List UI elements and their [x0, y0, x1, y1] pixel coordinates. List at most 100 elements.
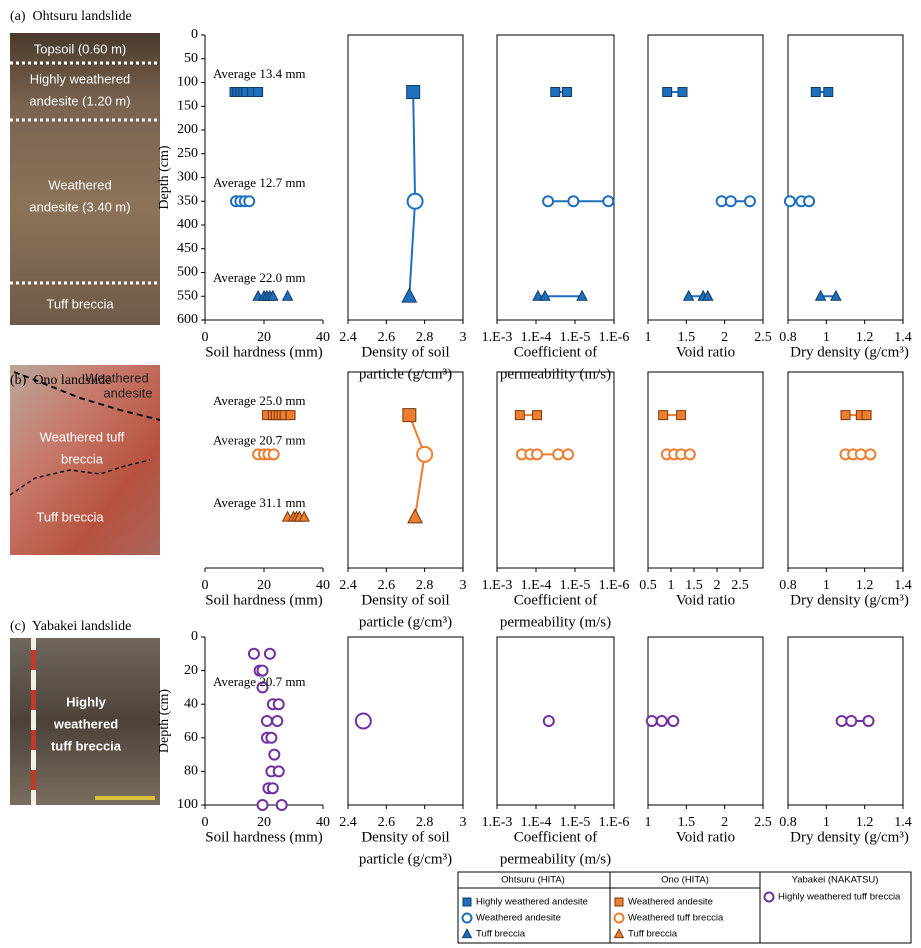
x-tick-label: 1.2 — [856, 330, 874, 345]
marker-circle — [647, 716, 657, 726]
x-tick-label: 2.5 — [731, 578, 749, 593]
y-axis-label: Depth (cm) — [157, 689, 172, 753]
x-tick-label: 2.8 — [416, 330, 434, 345]
annotation: Average 31.1 mm — [213, 495, 306, 510]
marker-circle — [603, 196, 613, 206]
connect-line — [409, 415, 424, 517]
x-axis-label: Coefficient of — [514, 829, 597, 845]
x-tick-label: 0.8 — [779, 815, 797, 830]
photo-label: Highly weathered — [30, 71, 130, 86]
annotation: Average 20.7 mm — [213, 674, 306, 689]
marker-circle — [765, 893, 774, 902]
marker-circle — [277, 800, 287, 810]
x-tick-label: 2.6 — [378, 578, 396, 593]
plot-frame — [788, 35, 903, 320]
y-tick-label: 40 — [184, 696, 198, 711]
x-tick-label: 1.E-6 — [599, 330, 630, 345]
chart: (a) Ohtsuru landslideTopsoil (0.60 m)Hig… — [0, 0, 921, 948]
photo-label: weathered — [53, 716, 118, 731]
marker-circle — [532, 449, 542, 459]
photo-label: andesite (3.40 m) — [29, 199, 130, 214]
legend-label: Highly weathered andesite — [476, 897, 588, 908]
x-tick-label: 1.2 — [856, 815, 874, 830]
marker-circle — [249, 649, 259, 659]
x-tick-label: 1.5 — [678, 815, 696, 830]
y-tick-label: 400 — [177, 217, 198, 232]
legend-label: Weathered andesite — [476, 913, 561, 924]
x-axis-label: Soil hardness (mm) — [205, 344, 323, 360]
legend-label: Weathered tuff breccia — [628, 913, 724, 924]
x-tick-label: 2.6 — [378, 330, 396, 345]
y-tick-label: 50 — [184, 51, 198, 66]
y-axis-label: Depth (cm) — [157, 145, 172, 209]
marker-circle — [563, 449, 573, 459]
marker-circle — [657, 716, 667, 726]
marker-circle — [269, 449, 279, 459]
x-tick-label: 1.E-4 — [521, 330, 552, 345]
plot-frame — [788, 372, 903, 568]
x-tick-label: 1.E-4 — [521, 578, 552, 593]
plot-frame — [348, 372, 463, 568]
marker-circle — [272, 716, 282, 726]
y-tick-label: 100 — [177, 797, 198, 812]
legend-title: Ohtsuru (HITA) — [501, 875, 565, 886]
legend-label: Tuff breccia — [628, 929, 678, 940]
x-tick-label: 2.5 — [754, 330, 772, 345]
x-tick-label: 1.E-5 — [560, 578, 591, 593]
plot-frame — [648, 372, 763, 568]
x-tick-label: 2.4 — [339, 815, 357, 830]
x-axis-label: Dry density (g/cm³) — [790, 829, 909, 845]
marker-circle — [274, 766, 284, 776]
marker-square — [563, 88, 572, 97]
y-tick-label: 250 — [177, 146, 198, 161]
x-tick-label: 40 — [316, 578, 330, 593]
x-tick-label: 2.8 — [416, 578, 434, 593]
marker-triangle — [408, 509, 422, 523]
marker-circle — [846, 716, 856, 726]
marker-circle — [553, 449, 563, 459]
photo-label: breccia — [61, 451, 104, 466]
x-tick-label: 1.E-3 — [482, 578, 513, 593]
legend-label: Tuff breccia — [476, 929, 526, 940]
x-tick-label: 3 — [460, 815, 467, 830]
annotation: Average 22.0 mm — [213, 270, 306, 285]
photo-label: Weathered — [85, 370, 148, 385]
y-tick-label: 550 — [177, 288, 198, 303]
photo-label: Tuff breccia — [36, 509, 104, 524]
marker-square — [515, 411, 524, 420]
x-axis-label: particle (g/cm³) — [359, 851, 452, 867]
x-axis-label: Dry density (g/cm³) — [790, 592, 909, 608]
marker-square — [615, 898, 623, 906]
marker-circle — [244, 196, 254, 206]
marker-square — [463, 898, 471, 906]
photo-label: Topsoil (0.60 m) — [34, 41, 126, 56]
marker-circle — [268, 783, 278, 793]
x-tick-label: 40 — [316, 330, 330, 345]
marker-square — [678, 88, 687, 97]
marker-square — [677, 411, 686, 420]
marker-circle — [865, 449, 875, 459]
x-tick-label: 20 — [257, 578, 271, 593]
x-axis-label: particle (g/cm³) — [359, 614, 452, 630]
x-axis-label: Coefficient of — [514, 344, 597, 360]
x-tick-label: 1.E-4 — [521, 815, 552, 830]
x-tick-label: 1.E-3 — [482, 815, 513, 830]
y-tick-label: 60 — [184, 730, 198, 745]
x-tick-label: 1 — [823, 578, 830, 593]
plot-frame — [497, 637, 614, 805]
x-tick-label: 2 — [714, 578, 721, 593]
annotation: Average 25.0 mm — [213, 393, 306, 408]
marker-square — [659, 411, 668, 420]
x-axis-label: permeability (m/s) — [500, 614, 611, 630]
marker-circle — [544, 716, 554, 726]
marker-circle — [804, 196, 814, 206]
marker-square — [811, 88, 820, 97]
x-tick-label: 2.6 — [378, 815, 396, 830]
photo-label: tuff breccia — [51, 738, 122, 753]
marker-circle — [543, 196, 553, 206]
marker-circle — [785, 196, 795, 206]
x-axis-label: Void ratio — [676, 592, 735, 608]
x-tick-label: 1.4 — [894, 578, 912, 593]
marker-circle — [615, 914, 624, 923]
x-tick-label: 2.5 — [754, 815, 772, 830]
